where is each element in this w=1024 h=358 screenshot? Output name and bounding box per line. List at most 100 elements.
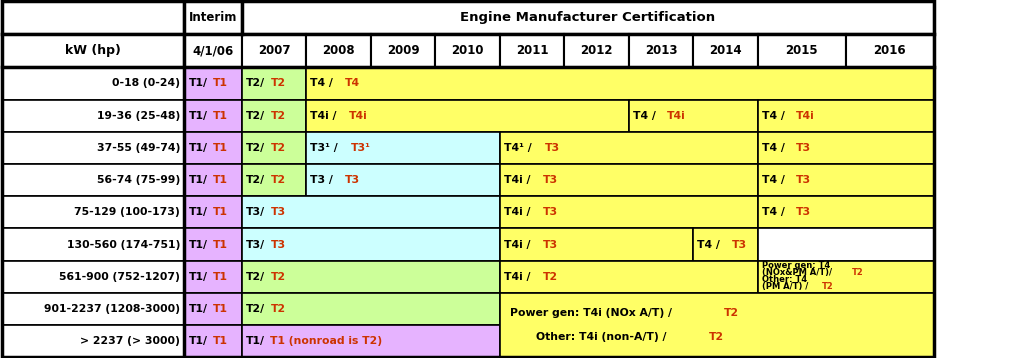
Text: T1/: T1/	[188, 272, 208, 282]
Bar	[758, 34, 846, 67]
Text: T3: T3	[797, 143, 811, 153]
Bar	[435, 34, 500, 67]
Text: T2: T2	[852, 268, 864, 277]
Text: T2/: T2/	[246, 304, 265, 314]
Bar	[242, 325, 500, 357]
Bar	[2, 228, 184, 261]
Bar	[758, 132, 934, 164]
Text: Other: T4: Other: T4	[762, 275, 807, 284]
Text: 2009: 2009	[387, 44, 419, 57]
Text: Power gen: T4: Power gen: T4	[762, 261, 830, 270]
Text: 561-900 (752-1207): 561-900 (752-1207)	[59, 272, 180, 282]
Text: T4: T4	[345, 78, 359, 88]
Bar	[184, 325, 242, 357]
Text: T1: T1	[213, 304, 228, 314]
Bar	[242, 261, 500, 293]
Bar	[242, 1, 934, 34]
Bar	[758, 261, 934, 293]
Text: Interim: Interim	[188, 11, 238, 24]
Text: 2007: 2007	[258, 44, 290, 57]
Bar	[564, 34, 629, 67]
Text: 2010: 2010	[452, 44, 483, 57]
Text: T3/: T3/	[246, 207, 265, 217]
Text: T3: T3	[732, 240, 746, 250]
Text: T3: T3	[545, 143, 559, 153]
Bar	[758, 196, 934, 228]
Text: T1/: T1/	[246, 336, 265, 346]
Bar	[846, 34, 934, 67]
Bar	[242, 196, 500, 228]
Text: T3: T3	[345, 175, 359, 185]
Bar	[500, 132, 758, 164]
Text: T1/: T1/	[188, 78, 208, 88]
Bar	[2, 325, 184, 357]
Text: 2016: 2016	[873, 44, 906, 57]
Text: T1/: T1/	[188, 111, 208, 121]
Text: T3: T3	[543, 240, 558, 250]
Bar	[306, 34, 371, 67]
Text: T4 /: T4 /	[762, 175, 788, 185]
Text: T4i: T4i	[797, 111, 815, 121]
Text: T1/: T1/	[188, 336, 208, 346]
Bar	[500, 261, 758, 293]
Text: T2/: T2/	[246, 111, 265, 121]
Bar	[500, 293, 934, 357]
Text: 2011: 2011	[516, 44, 548, 57]
Text: T4 /: T4 /	[762, 207, 788, 217]
Bar	[184, 261, 242, 293]
Text: T3: T3	[543, 207, 558, 217]
Text: 0-18 (0-24): 0-18 (0-24)	[113, 78, 180, 88]
Bar	[758, 228, 934, 261]
Bar	[184, 1, 242, 34]
Text: T2: T2	[543, 272, 558, 282]
Text: (PM A/T) /: (PM A/T) /	[762, 282, 808, 291]
Text: 130-560 (174-751): 130-560 (174-751)	[67, 240, 180, 250]
Text: T1 (nonroad is T2): T1 (nonroad is T2)	[270, 336, 382, 346]
Text: T4i /: T4i /	[310, 111, 341, 121]
Bar	[693, 34, 758, 67]
Bar	[184, 164, 242, 196]
Text: T4 /: T4 /	[633, 111, 659, 121]
Bar	[242, 228, 500, 261]
Text: T4i /: T4i /	[504, 240, 535, 250]
Bar	[242, 67, 306, 100]
Text: T3¹: T3¹	[351, 143, 371, 153]
Bar	[242, 293, 500, 325]
Bar	[500, 196, 758, 228]
Bar	[371, 34, 435, 67]
Bar	[2, 34, 184, 67]
Text: T4i: T4i	[668, 111, 686, 121]
Bar	[2, 196, 184, 228]
Text: T4 /: T4 /	[310, 78, 337, 88]
Text: 56-74 (75-99): 56-74 (75-99)	[97, 175, 180, 185]
Text: 2014: 2014	[710, 44, 741, 57]
Text: 2012: 2012	[581, 44, 612, 57]
Bar	[2, 164, 184, 196]
Text: 2008: 2008	[323, 44, 354, 57]
Text: T2: T2	[270, 143, 286, 153]
Text: Other: T4i (non-A/T) /: Other: T4i (non-A/T) /	[536, 332, 670, 342]
Text: T2: T2	[821, 282, 834, 291]
Bar	[242, 100, 306, 132]
Text: T2: T2	[270, 304, 286, 314]
Bar	[306, 100, 629, 132]
Bar	[500, 164, 758, 196]
Bar	[758, 100, 934, 132]
Bar	[693, 228, 758, 261]
Text: T2: T2	[270, 272, 286, 282]
Text: 2013: 2013	[645, 44, 677, 57]
Text: T2: T2	[270, 111, 286, 121]
Text: 4/1/06: 4/1/06	[193, 44, 233, 57]
Bar	[629, 100, 758, 132]
Bar	[2, 293, 184, 325]
Text: 75-129 (100-173): 75-129 (100-173)	[75, 207, 180, 217]
Text: T1: T1	[213, 272, 228, 282]
Text: T1: T1	[213, 207, 228, 217]
Text: T3: T3	[270, 207, 286, 217]
Bar	[629, 34, 693, 67]
Text: T2: T2	[709, 332, 724, 342]
Text: T4 /: T4 /	[762, 143, 788, 153]
Text: T3/: T3/	[246, 240, 265, 250]
Text: T1: T1	[213, 240, 228, 250]
Text: T4 /: T4 /	[762, 111, 788, 121]
